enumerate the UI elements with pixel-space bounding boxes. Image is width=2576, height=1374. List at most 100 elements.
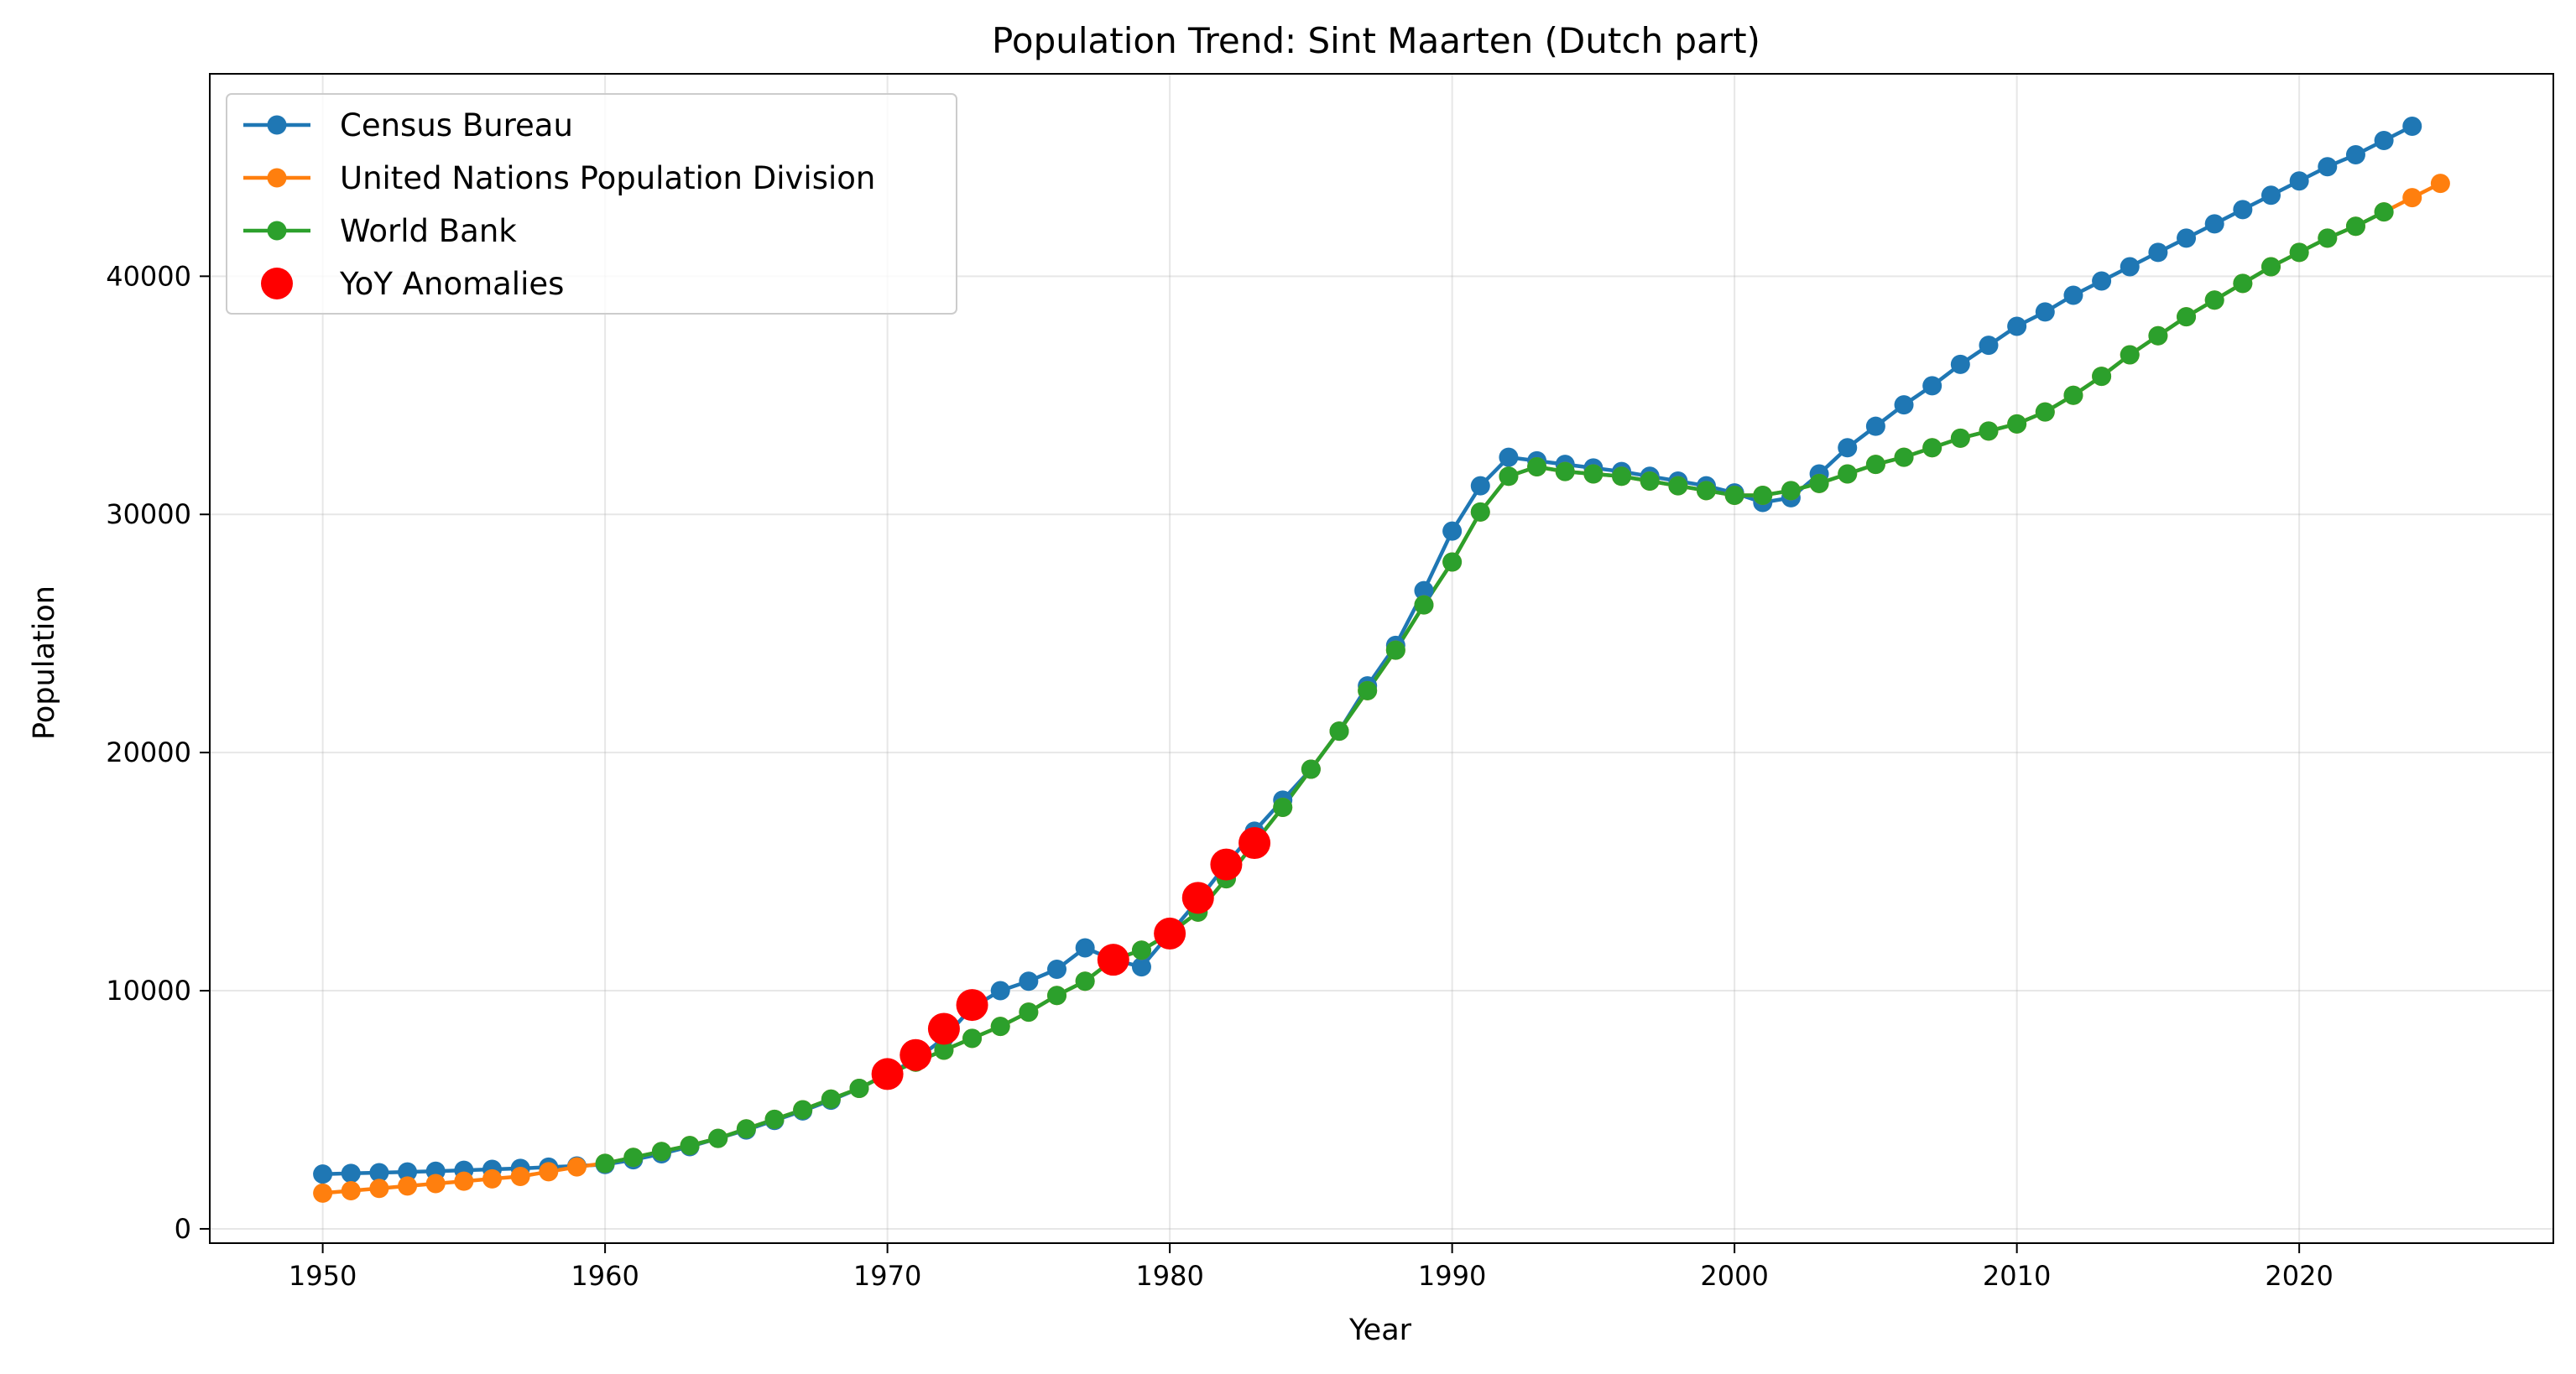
world-bank-point <box>2318 228 2338 248</box>
world-bank-point <box>962 1028 983 1049</box>
census-bureau-point <box>2289 171 2309 191</box>
world-bank-point <box>764 1109 785 1129</box>
world-bank-point <box>1612 466 1632 487</box>
world-bank-point <box>1047 986 1067 1006</box>
world-bank-point <box>680 1136 700 1156</box>
world-bank-point <box>2035 402 2055 422</box>
world-bank-point <box>1301 759 1321 779</box>
census-bureau-point <box>1950 354 1970 374</box>
world-bank-point <box>2148 325 2168 346</box>
census-bureau-point <box>398 1162 418 1182</box>
census-bureau-point <box>1047 960 1067 980</box>
x-tick-label: 1970 <box>853 1260 921 1292</box>
world-bank-point <box>1583 464 1603 484</box>
yoy-anomalies-point <box>900 1038 932 1071</box>
world-bank-point <box>1075 971 1095 991</box>
world-bank-point <box>934 1040 954 1060</box>
census-bureau-point <box>1470 476 1490 496</box>
x-tick-label: 1960 <box>571 1260 639 1292</box>
legend-item-world-bank: World Bank <box>243 213 517 249</box>
world-bank-point <box>849 1078 869 1098</box>
world-bank-point <box>2374 202 2394 222</box>
plot-area <box>313 116 2450 1203</box>
y-tick-label: 0 <box>175 1213 191 1245</box>
x-tick-label: 1980 <box>1135 1260 1203 1292</box>
legend-label: YoY Anomalies <box>339 266 564 302</box>
census-bureau-point <box>1414 580 1434 601</box>
yoy-anomalies-point <box>956 989 988 1022</box>
world-bank-point <box>1470 502 1490 522</box>
census-bureau-point <box>2345 145 2365 165</box>
legend: Census Bureau United Nations Population D… <box>226 93 957 315</box>
series-markers <box>313 116 2450 1203</box>
chart-title: Population Trend: Sint Maarten (Dutch pa… <box>992 20 1760 61</box>
united-nations-population-division-point <box>369 1179 389 1199</box>
yoy-anomalies-point <box>1210 848 1243 881</box>
x-axis-ticks: 1950 1960 1970 1980 1990 2000 2010 2020 <box>289 1243 2334 1292</box>
united-nations-population-division-point <box>454 1171 474 1191</box>
world-bank-point <box>736 1119 756 1139</box>
world-bank-point <box>1555 461 1575 481</box>
census-bureau-point <box>2035 302 2055 322</box>
legend-marker <box>261 268 293 299</box>
world-bank-point <box>2007 414 2027 434</box>
y-tick-label: 20000 <box>106 736 191 768</box>
legend-marker <box>267 168 287 188</box>
world-bank-point <box>1499 466 1519 487</box>
united-nations-population-division-point <box>2430 174 2450 194</box>
world-bank-point <box>2261 257 2281 277</box>
legend-item-yoy-anomalies: YoY Anomalies <box>261 266 564 302</box>
x-tick-label: 2000 <box>1700 1260 1768 1292</box>
legend-marker <box>267 115 287 135</box>
world-bank-point <box>1358 680 1378 700</box>
world-bank-point <box>2092 367 2112 387</box>
x-tick-label: 1950 <box>289 1260 357 1292</box>
yoy-anomalies-point <box>871 1058 904 1090</box>
y-tick-label: 30000 <box>106 498 191 530</box>
united-nations-population-division-point <box>510 1167 530 1187</box>
census-bureau-point <box>2374 130 2394 150</box>
united-nations-population-division-point <box>341 1181 361 1201</box>
census-bureau-point <box>990 981 1010 1001</box>
census-bureau-point <box>1075 938 1095 958</box>
legend-item-united-nations-population-division: United Nations Population Division <box>243 160 875 196</box>
census-bureau-point <box>2120 257 2140 277</box>
census-bureau-point <box>2318 157 2338 177</box>
world-bank-point <box>1329 721 1349 742</box>
census-bureau-point <box>2063 285 2083 305</box>
world-bank-point <box>1131 940 1151 960</box>
legend-item-census-bureau: Census Bureau <box>243 107 573 143</box>
y-tick-label: 40000 <box>106 260 191 292</box>
census-bureau-point <box>2261 185 2281 206</box>
world-bank-point <box>1668 476 1688 496</box>
yoy-anomalies-point <box>1238 827 1271 860</box>
world-bank-point <box>821 1089 841 1109</box>
census-bureau-point <box>2233 200 2253 220</box>
x-tick-label: 2010 <box>1983 1260 2051 1292</box>
world-bank-point <box>2120 345 2140 365</box>
census-bureau-point <box>1922 376 1942 396</box>
world-bank-point <box>1019 1002 1039 1023</box>
y-axis-ticks: 0 10000 20000 30000 40000 <box>106 260 210 1245</box>
world-bank-point <box>1894 447 1914 467</box>
world-bank-point <box>1838 464 1858 484</box>
united-nations-population-division-point <box>398 1176 418 1196</box>
world-bank-point <box>1724 486 1744 506</box>
census-bureau-point <box>313 1164 333 1184</box>
yoy-anomalies-point <box>1154 917 1186 950</box>
legend-label: World Bank <box>340 213 517 249</box>
world-bank-point <box>1527 456 1547 476</box>
x-axis-title: Year <box>1348 1314 1412 1347</box>
census-bureau-point <box>2092 271 2112 291</box>
world-bank-point <box>1753 486 1773 506</box>
census-bureau-point <box>369 1163 389 1183</box>
census-bureau-point <box>1894 395 1914 415</box>
y-tick-label: 10000 <box>106 975 191 1007</box>
yoy-anomalies-point <box>1097 944 1129 976</box>
legend-label: Census Bureau <box>340 107 573 143</box>
y-axis-title: Population <box>28 586 61 740</box>
census-bureau-point <box>2402 116 2422 136</box>
census-bureau-point <box>2177 228 2197 248</box>
census-bureau-point <box>1131 957 1151 977</box>
yoy-anomalies-point <box>927 1012 960 1045</box>
